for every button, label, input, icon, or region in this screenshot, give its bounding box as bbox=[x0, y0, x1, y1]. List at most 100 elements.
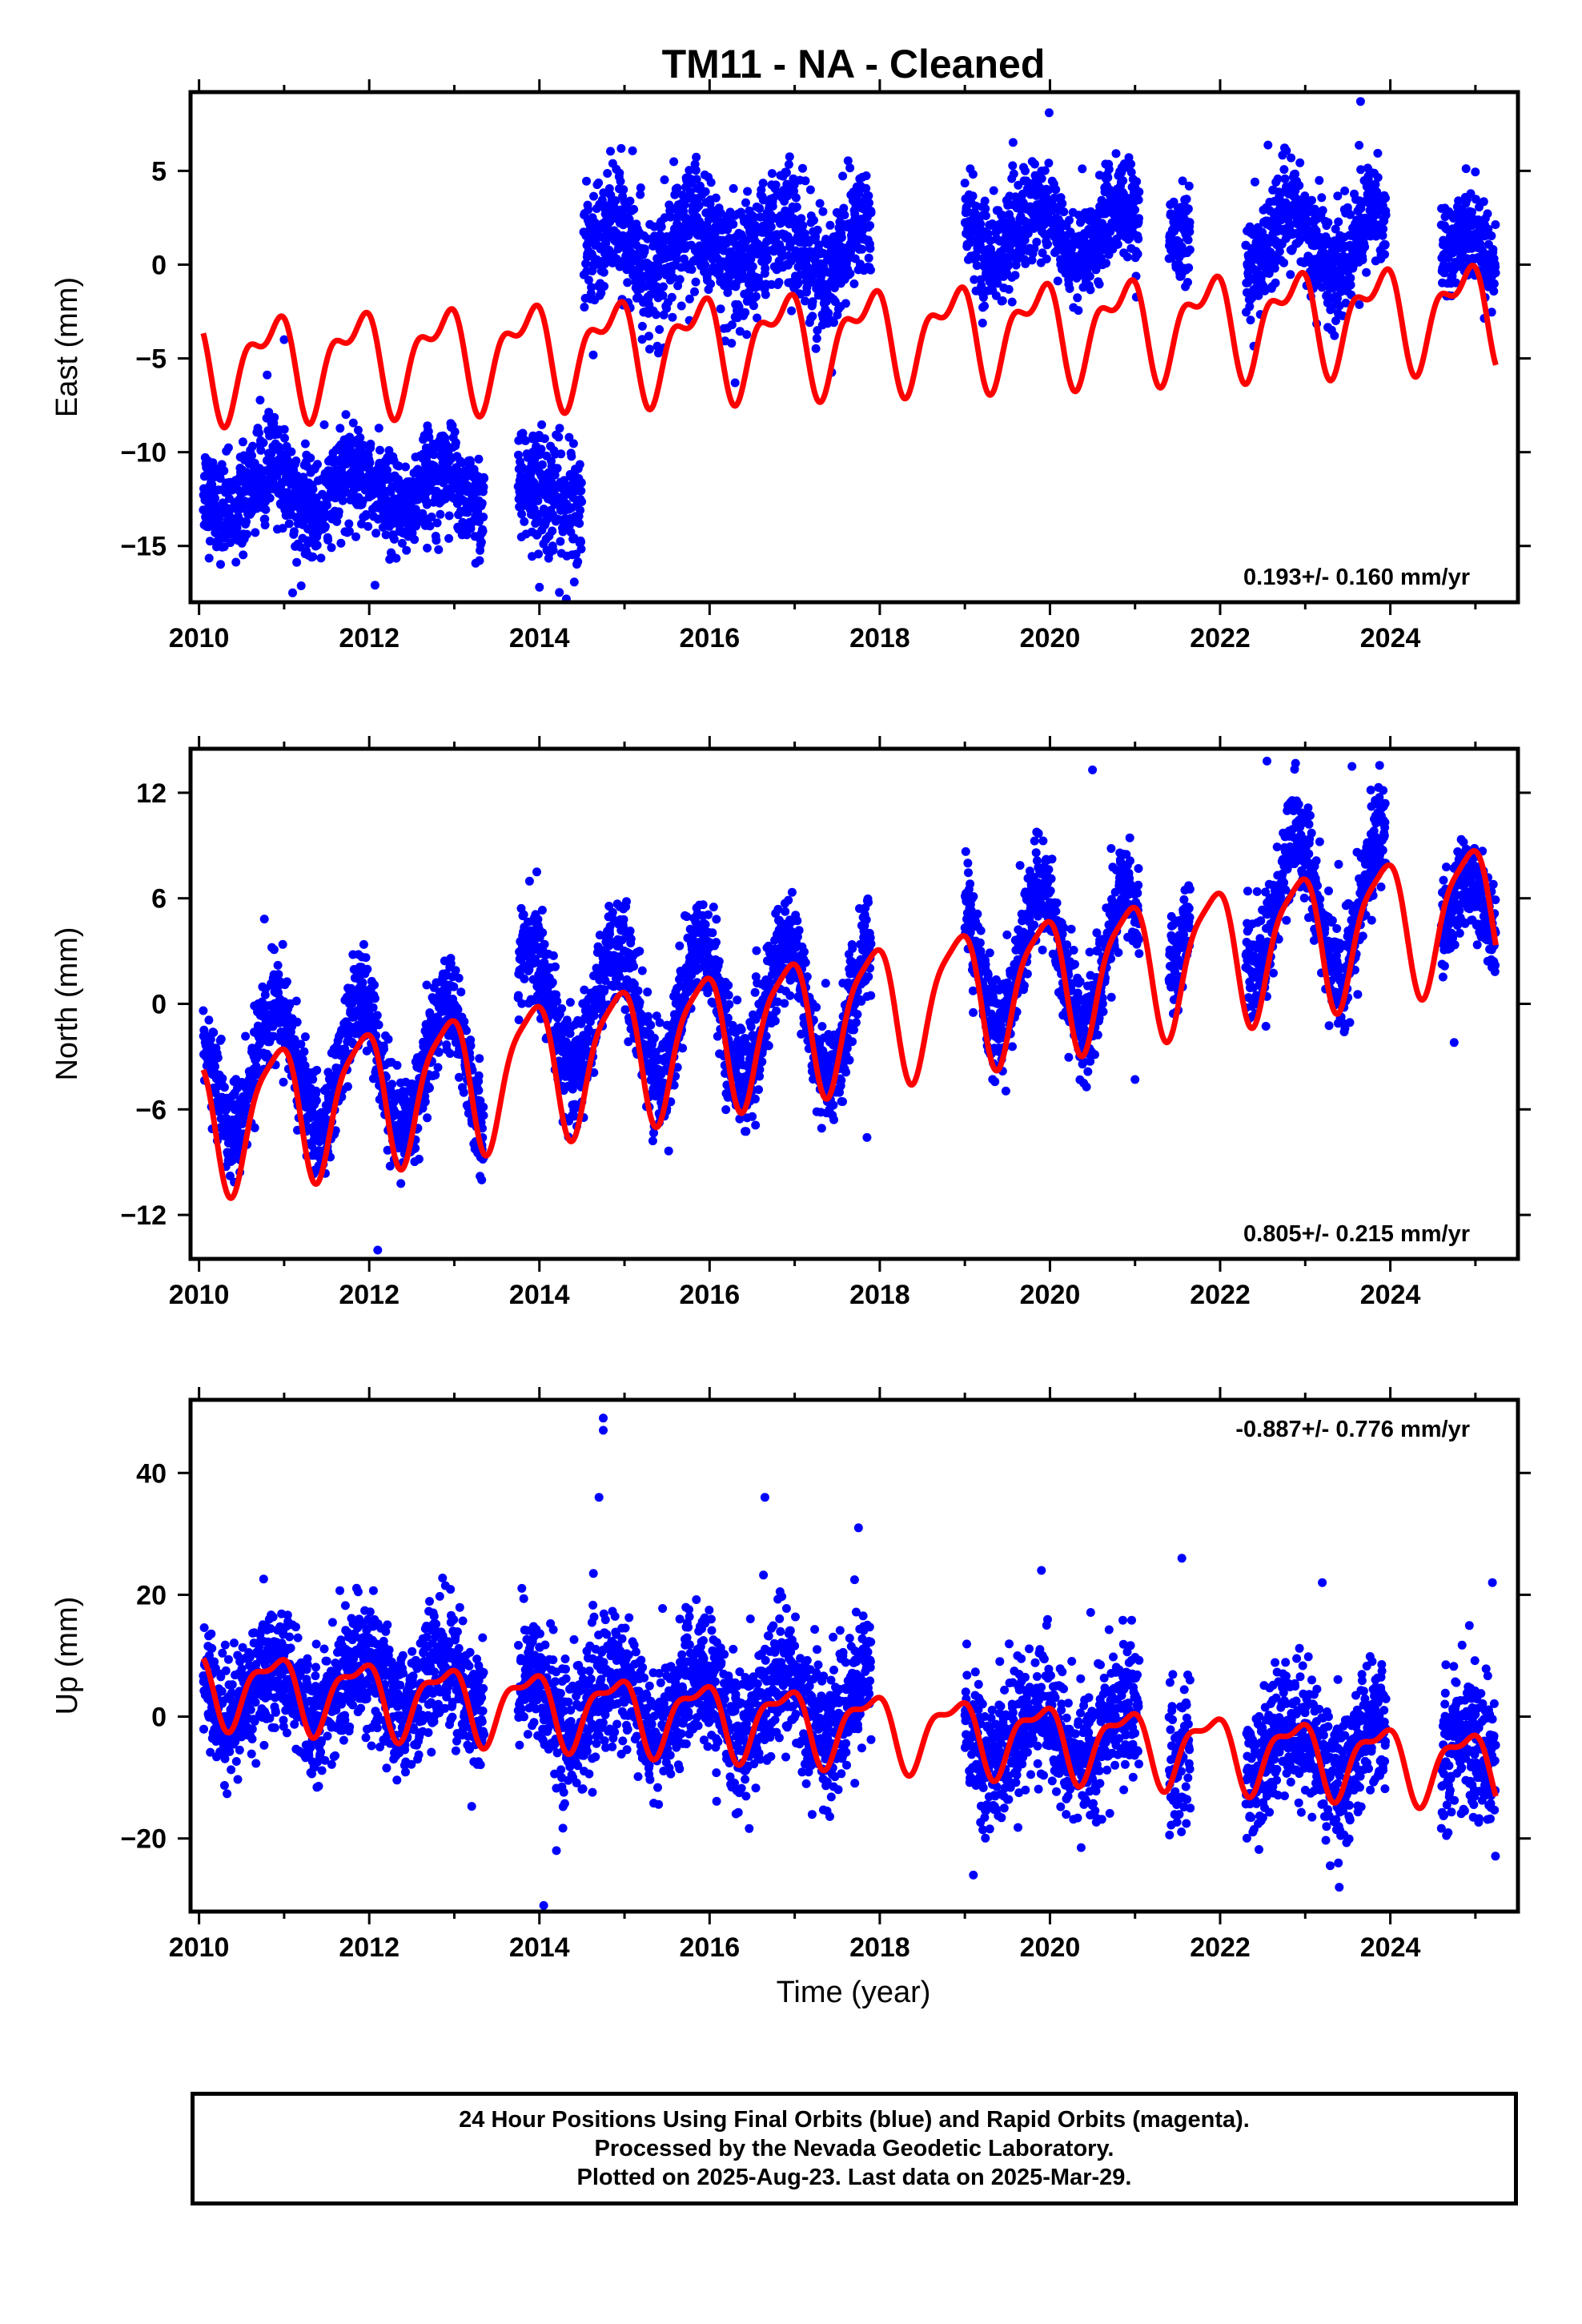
data-point bbox=[320, 521, 330, 531]
data-point bbox=[1078, 164, 1087, 174]
data-point bbox=[300, 1032, 310, 1042]
data-point bbox=[218, 1074, 227, 1084]
data-point bbox=[219, 466, 229, 476]
data-point bbox=[316, 553, 326, 563]
data-point bbox=[783, 231, 793, 241]
data-point bbox=[418, 509, 428, 518]
data-point bbox=[414, 1154, 424, 1164]
data-point bbox=[255, 396, 265, 405]
data-point bbox=[576, 486, 586, 496]
data-point bbox=[989, 186, 998, 195]
data-point bbox=[605, 217, 615, 227]
data-point bbox=[436, 509, 445, 519]
data-point bbox=[477, 499, 487, 508]
data-point bbox=[1379, 224, 1388, 234]
data-point bbox=[1051, 185, 1061, 195]
data-point bbox=[667, 292, 677, 302]
data-point bbox=[766, 222, 776, 231]
data-point bbox=[584, 205, 593, 215]
data-point bbox=[594, 178, 604, 187]
data-point bbox=[237, 504, 247, 513]
x-tick-label: 2010 bbox=[169, 623, 230, 653]
data-point bbox=[242, 529, 251, 539]
data-point bbox=[1291, 169, 1300, 179]
data-point bbox=[308, 485, 318, 494]
data-point bbox=[774, 278, 784, 287]
data-point bbox=[445, 475, 455, 485]
data-point bbox=[808, 312, 817, 321]
data-point bbox=[457, 458, 467, 468]
data-point bbox=[1044, 186, 1054, 195]
data-point bbox=[1317, 283, 1327, 292]
data-point bbox=[1273, 174, 1283, 183]
data-point bbox=[1373, 173, 1383, 183]
data-point bbox=[729, 219, 738, 229]
data-point bbox=[768, 202, 777, 211]
data-point bbox=[521, 436, 530, 445]
east-axis-ticks: 2010 2012 2014 2016 2018 2020 2022 2024−15−10−5… bbox=[120, 79, 1531, 653]
data-point bbox=[1371, 210, 1381, 219]
data-point bbox=[1134, 195, 1143, 205]
data-point bbox=[785, 152, 794, 162]
east-y-axis-label: East (mm) bbox=[50, 277, 84, 417]
data-point bbox=[313, 460, 322, 469]
data-point bbox=[659, 282, 668, 292]
data-point bbox=[278, 524, 287, 533]
data-point bbox=[517, 509, 527, 519]
data-point bbox=[751, 292, 761, 301]
data-point bbox=[272, 471, 282, 480]
data-point bbox=[1030, 159, 1039, 169]
data-point bbox=[1020, 235, 1030, 245]
data-point bbox=[968, 170, 978, 179]
data-point bbox=[475, 556, 484, 565]
data-point bbox=[1021, 166, 1030, 175]
data-point bbox=[1371, 179, 1380, 189]
data-point bbox=[444, 533, 454, 543]
data-point bbox=[216, 560, 225, 569]
data-point bbox=[588, 350, 598, 360]
data-point bbox=[374, 1020, 383, 1030]
data-point bbox=[1286, 270, 1295, 279]
data-point bbox=[429, 450, 439, 460]
data-point bbox=[420, 1097, 430, 1107]
data-point bbox=[1126, 167, 1136, 177]
data-point bbox=[793, 278, 803, 287]
data-point bbox=[1333, 294, 1342, 303]
data-point bbox=[652, 341, 662, 351]
data-point bbox=[368, 1003, 378, 1012]
data-point bbox=[675, 275, 685, 284]
data-point bbox=[260, 521, 270, 530]
data-point bbox=[1466, 189, 1476, 199]
data-point bbox=[865, 243, 875, 253]
outlier-point bbox=[279, 335, 289, 344]
data-point bbox=[1271, 278, 1280, 287]
data-point bbox=[311, 1086, 321, 1096]
data-point bbox=[1362, 267, 1371, 277]
data-point bbox=[691, 166, 701, 175]
data-point bbox=[1004, 284, 1014, 294]
data-point bbox=[575, 519, 584, 529]
data-point bbox=[555, 588, 564, 597]
data-point bbox=[1331, 224, 1340, 234]
data-point bbox=[427, 513, 436, 521]
data-point bbox=[1295, 234, 1305, 243]
data-point bbox=[669, 157, 679, 167]
data-point bbox=[1043, 239, 1052, 249]
data-point bbox=[829, 318, 838, 328]
data-point bbox=[1358, 255, 1367, 264]
data-point bbox=[672, 255, 681, 264]
data-point bbox=[767, 279, 777, 289]
data-point bbox=[743, 187, 753, 196]
data-point bbox=[656, 222, 666, 231]
data-point bbox=[575, 460, 584, 469]
data-point bbox=[396, 1179, 406, 1188]
data-point bbox=[292, 1017, 302, 1027]
data-point bbox=[687, 265, 697, 274]
data-point bbox=[1452, 278, 1461, 287]
data-point bbox=[466, 524, 476, 533]
data-point bbox=[723, 287, 733, 297]
x-tick-label: 2018 bbox=[849, 623, 910, 653]
data-point bbox=[616, 143, 626, 153]
data-point bbox=[711, 193, 721, 203]
data-point bbox=[216, 1035, 226, 1043]
